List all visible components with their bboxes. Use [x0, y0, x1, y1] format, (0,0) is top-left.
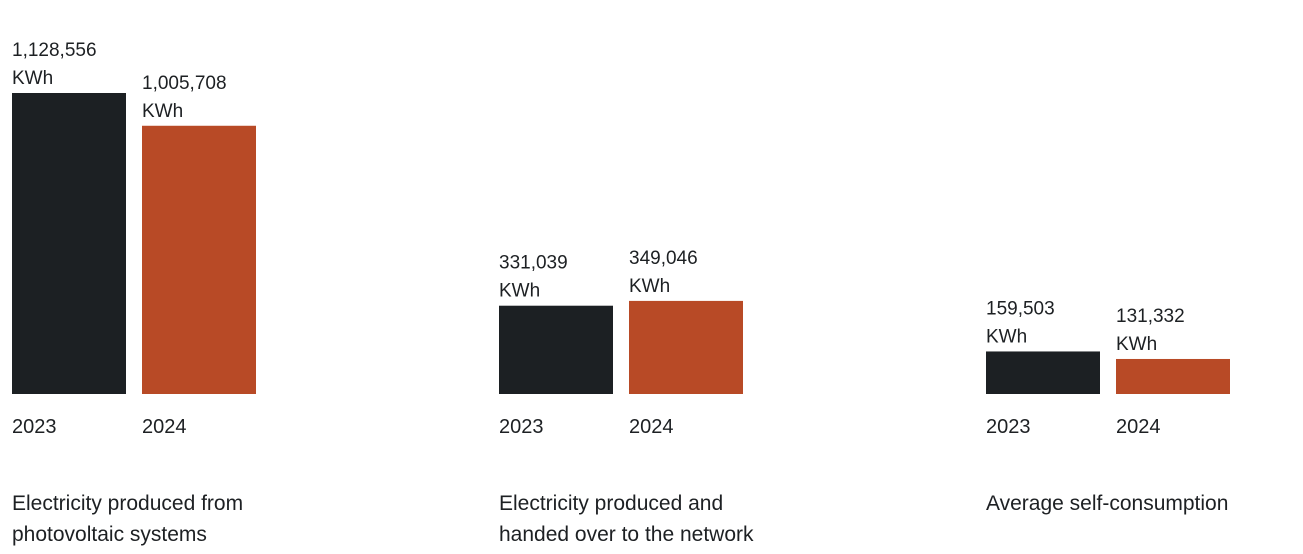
- bar-2023: [499, 305, 613, 394]
- value-label: 331,039: [499, 253, 568, 274]
- bar-2023: [986, 351, 1100, 394]
- unit-label: KWh: [986, 326, 1027, 347]
- category-label: 2024: [629, 416, 674, 438]
- chart-handed-over: 331,039 KWh 2023 349,046 KWh 2024 Electricity…: [499, 0, 819, 554]
- unit-label: KWh: [142, 101, 183, 122]
- chart-svg: 331,039 KWh 2023 349,046 KWh 2024: [499, 248, 743, 438]
- chart-self-consumption: 159,503 KWh 2023 131,332 KWh 2024 Average sel…: [986, 0, 1303, 554]
- unit-label: KWh: [1116, 334, 1157, 355]
- value-label: 159,503: [986, 298, 1055, 319]
- value-label: 1,128,556: [12, 40, 97, 61]
- chart-title: Average self-consumption: [986, 492, 1229, 515]
- chart-title: Electricity produced and handed over to …: [499, 492, 754, 546]
- unit-label: KWh: [12, 68, 53, 89]
- chart-title: Electricity produced from photovoltaic s…: [12, 492, 244, 546]
- bar-2024: [142, 125, 256, 394]
- chart-photovoltaic: 1,128,556 KWh 2023 1,005,708 KWh 2024 Electri…: [12, 0, 332, 554]
- category-label: 2023: [986, 416, 1031, 438]
- value-label: 131,332: [1116, 306, 1185, 327]
- category-label: 2023: [12, 416, 57, 438]
- unit-label: KWh: [499, 281, 540, 302]
- bar-2023: [12, 93, 126, 394]
- category-label: 2024: [142, 416, 187, 438]
- category-label: 2024: [1116, 416, 1161, 438]
- unit-label: KWh: [629, 276, 670, 297]
- value-label: 349,046: [629, 248, 698, 269]
- bar-2024: [1116, 358, 1230, 394]
- category-label: 2023: [499, 416, 544, 438]
- chart-svg: 159,503 KWh 2023 131,332 KWh 2024: [986, 298, 1230, 438]
- chart-svg: 1,128,556 KWh 2023 1,005,708 KWh 2024: [12, 40, 256, 438]
- bar-2024: [629, 300, 743, 394]
- value-label: 1,005,708: [142, 73, 227, 94]
